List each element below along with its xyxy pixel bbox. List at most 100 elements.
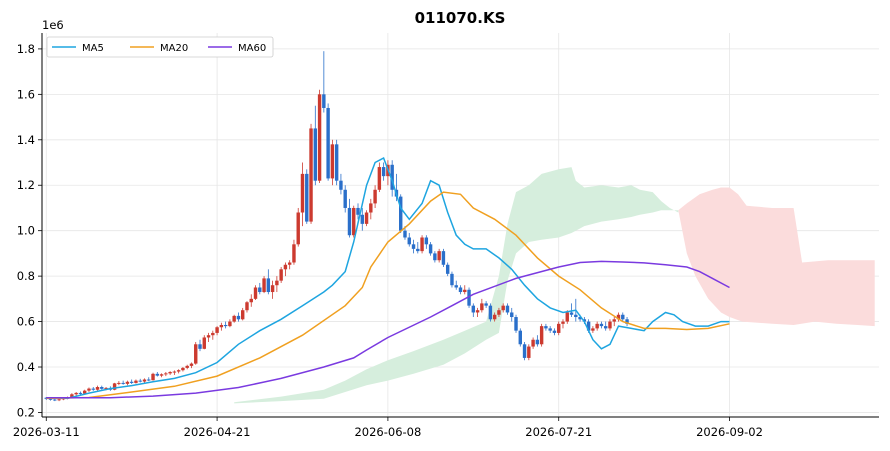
candle-body [95, 387, 100, 390]
candle-body [326, 107, 330, 179]
candle-body [194, 344, 198, 364]
candle-body [535, 339, 540, 345]
candle-body [198, 344, 202, 349]
candle-body [411, 244, 416, 249]
candle-body [159, 374, 164, 376]
candle-body [467, 289, 471, 306]
candle-body [463, 289, 467, 293]
candle-body [578, 317, 582, 320]
candle-body [424, 237, 429, 245]
candle-body [87, 388, 91, 391]
candle-body [275, 280, 279, 286]
candle-body [557, 323, 561, 333]
candle-body [44, 397, 48, 399]
candle-body [168, 372, 172, 374]
candle-body [484, 303, 488, 306]
candle-body [189, 363, 194, 366]
candle-body [176, 370, 181, 372]
chart-title: 011070.KS [415, 9, 506, 27]
candle-body [134, 380, 138, 383]
candle-body [309, 128, 313, 222]
candle-body [245, 302, 249, 311]
candle-body [531, 339, 535, 347]
candle-body [53, 399, 57, 401]
cloud-bullish [234, 167, 679, 404]
candle-body [172, 371, 177, 373]
candle-body [591, 328, 595, 331]
legend-label-ma5: MA5 [82, 43, 104, 54]
candle-body [450, 273, 454, 286]
candle-body [296, 212, 300, 245]
candlesticks [44, 51, 629, 402]
candle-body [70, 394, 74, 398]
candle-body [595, 323, 599, 329]
legend-label-ma20: MA20 [160, 43, 188, 54]
candle-body [565, 312, 569, 322]
candle-body [548, 328, 552, 331]
candle-body [279, 269, 283, 281]
candle-body [621, 314, 625, 320]
candle-body [586, 321, 591, 331]
candle-body [352, 207, 356, 236]
candle-body [155, 373, 160, 376]
y-tick-label: 0.6 [17, 315, 35, 329]
candle-body [522, 344, 527, 358]
candle-body [300, 173, 305, 213]
candle-body [501, 305, 505, 311]
legend: MA5 MA20 MA60 [46, 36, 274, 58]
candle-body [544, 326, 548, 329]
moving-average-lines [46, 156, 730, 400]
candle-body [480, 303, 484, 311]
candle-body [82, 390, 87, 394]
candle-body [258, 287, 262, 293]
candle-body [360, 214, 364, 224]
candle-body [539, 326, 544, 345]
candle-body [211, 332, 215, 336]
candle-body [78, 392, 83, 394]
candle-body [249, 298, 253, 303]
candle-body [347, 207, 352, 236]
candle-body [129, 381, 134, 383]
x-tick-label: 2026-09-02 [696, 425, 763, 439]
cloud-bearish [678, 187, 875, 327]
ichimoku-cloud [234, 167, 875, 404]
candle-body [181, 367, 185, 371]
candle-body [569, 312, 574, 315]
y-scale-label: 1e6 [42, 18, 64, 32]
candle-body [574, 314, 578, 318]
tick-labels: 0.2 0.4 0.6 0.8 1.0 1.2 1.4 1.6 1.8 2026-03-11 202… [13, 42, 763, 439]
candle-body [492, 314, 497, 320]
candle-body [437, 251, 441, 261]
candle-body [390, 164, 394, 190]
series-line-ma5 [46, 156, 730, 400]
y-tick-label: 0.8 [17, 269, 35, 283]
candle-body [356, 207, 360, 215]
series-line-ma60 [46, 260, 730, 399]
candle-body [433, 253, 437, 261]
x-tick-label: 2026-04-21 [184, 425, 251, 439]
legend-box [46, 36, 274, 58]
axes [38, 33, 879, 421]
y-tick-label: 0.4 [17, 360, 35, 374]
candle-body [510, 312, 514, 318]
candle-body [334, 144, 339, 181]
candle-body [305, 173, 309, 222]
candle-body [253, 287, 258, 299]
candle-body [292, 244, 296, 263]
y-tick-label: 1.6 [17, 87, 35, 101]
candle-body [339, 180, 343, 190]
candle-body [488, 305, 493, 320]
candle-body [121, 382, 125, 384]
candle-body [219, 324, 224, 328]
candle-body [458, 287, 463, 293]
candle-body [441, 251, 446, 265]
candle-body [527, 346, 531, 358]
candle-body [313, 128, 318, 181]
candle-body [330, 144, 335, 179]
candle-body [223, 324, 228, 327]
candle-body [48, 398, 53, 400]
candle-body [241, 310, 245, 320]
candle-body [138, 380, 142, 382]
candle-body [287, 262, 292, 265]
